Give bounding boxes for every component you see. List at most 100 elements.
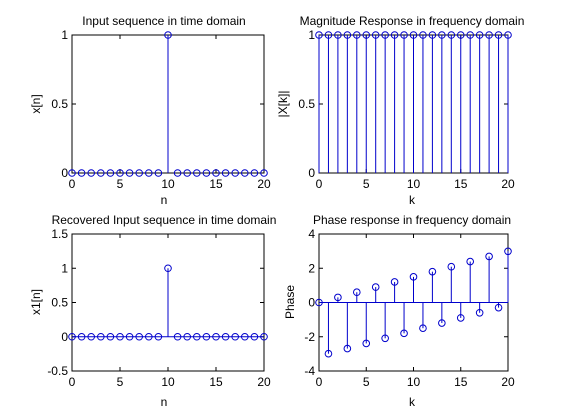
stem-marker [183,169,191,177]
stem-marker [260,169,268,177]
stem-marker [343,344,352,353]
stem-marker [116,332,124,341]
stem-marker [125,169,134,177]
stem-marker [428,267,437,276]
x-tick-label: 20 [501,177,515,191]
x-tick-label: 5 [363,177,370,191]
x-tick-label: 15 [209,375,223,389]
stem-marker [164,31,172,39]
y-tick-label: -4 [304,364,315,378]
y-tick-label: 4 [308,227,315,241]
stem-marker [241,169,249,177]
y-tick-label: 1 [61,261,68,275]
stem-marker [202,169,211,177]
y-tick-label: 0.5 [298,97,315,111]
x-axis-label: k [409,395,416,409]
y-tick-label: 1.5 [51,227,68,241]
x-tick-label: 0 [69,177,76,191]
plot-area: 0 5 10 15 20 0 0.5 1 [51,28,271,191]
subplot-phase-response: Phase response in frequency domain k Pha… [283,213,515,409]
stem-marker [77,332,86,341]
stem-marker [353,288,361,297]
stem-marker [241,332,249,341]
stem-marker [400,329,408,338]
y-tick-label: 0 [61,166,68,180]
x-tick-label: 10 [161,375,175,389]
stem-marker [135,332,143,341]
x-tick-label: 10 [407,375,421,389]
stem-marker [164,264,172,273]
stem-marker [466,31,475,39]
stem-marker [231,332,239,341]
y-axis-label: Phase [283,285,297,319]
chart-title: Phase response in frequency domain [313,213,511,227]
stem-marker [87,169,95,177]
stem-marker [456,314,465,322]
y-tick-label: 0 [61,330,68,344]
stem-marker [173,169,182,177]
x-axis-label: n [161,395,168,409]
y-tick-label: 0 [308,296,315,310]
x-tick-label: 0 [316,177,323,191]
y-tick-label: 0.5 [51,296,68,310]
x-tick-label: 20 [257,177,271,191]
y-axis-label: |X[k]| [276,91,290,118]
stem-marker [250,332,259,341]
stem-marker [390,31,399,39]
stem-marker [343,31,352,39]
stem-marker [485,252,493,261]
chart-title: Magnitude Response in frequency domain [300,14,525,28]
y-tick-label: 0 [308,166,315,180]
stem-marker [409,273,418,281]
stem-marker [231,169,239,177]
x-tick-label: 5 [117,177,124,191]
x-tick-label: 10 [407,177,421,191]
stem-marker [212,169,220,177]
stem-marker [362,339,371,348]
stem-marker [106,169,115,177]
stem-marker [324,31,333,39]
stem-marker [315,298,323,307]
chart-title: Input sequence in time domain [82,14,245,28]
y-axis-label: x[n] [29,94,43,113]
x-tick-label: 5 [363,375,370,389]
stem-marker [475,31,484,39]
x-tick-label: 15 [454,177,468,191]
stem-marker [250,169,259,177]
stem-marker [466,257,475,266]
stem-marker [334,293,342,302]
stem-marker [494,303,503,312]
stem-marker [438,319,446,327]
stem-marker [87,332,95,341]
y-tick-label: 2 [308,261,315,275]
y-tick-label: 1 [61,28,68,42]
stem-marker [68,332,76,341]
y-axis-label: x1[n] [29,289,43,315]
stem-marker [362,31,371,39]
stem-marker [106,332,115,341]
stem-marker [135,169,143,177]
stem-marker [390,278,399,286]
stem-marker [315,31,323,39]
stem-marker [438,31,446,39]
chart-title: Recovered Input sequence in time domain [52,213,277,227]
stem-marker [193,169,201,177]
stem-marker [154,169,163,177]
subplot-magnitude-response: Magnitude Response in frequency domain k… [276,14,524,207]
stem-marker [183,332,191,341]
stem-marker [145,169,153,177]
stem-marker [125,332,134,341]
y-tick-label: -2 [304,330,315,344]
stem-marker [116,169,124,177]
stem-marker [504,31,512,39]
stem-marker [212,332,220,341]
stem-marker [381,334,389,343]
stem-marker [494,31,503,39]
plot-area: 0 5 10 15 20-0.500.511.5 [47,227,271,389]
stem-marker [381,31,389,39]
y-tick-label: -0.5 [47,364,68,378]
x-tick-label: 0 [316,375,323,389]
x-tick-label: 15 [454,375,468,389]
stem-marker [173,332,182,341]
stem-marker [353,31,361,39]
